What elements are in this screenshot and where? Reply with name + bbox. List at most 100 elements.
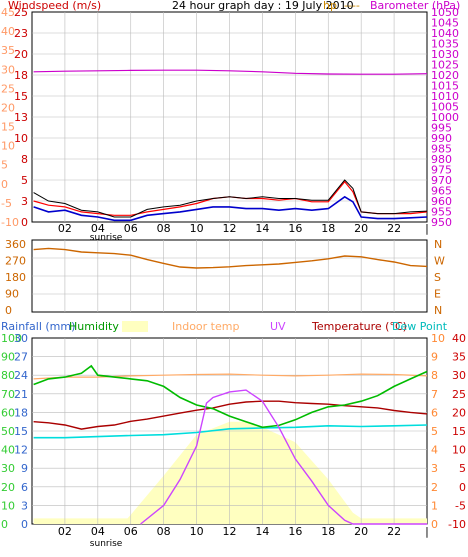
baro-tick-3: 1035 [431,38,459,51]
p1-x-tick-8: 18 [321,222,335,235]
baro-tick-9: 1005 [431,101,459,114]
p1-x-tick-2: 06 [124,222,138,235]
hum-tick-9: 10 [1,499,15,512]
series-solar-area [33,421,427,524]
p1-x-tick-1: 04 [91,222,105,235]
wind-inner-tick-4: 15 [14,90,28,103]
dir-tick-4: 0 [5,304,12,317]
uv-tick-9: 1 [431,499,438,512]
baro-tick-0: 1050 [431,6,459,19]
wind-outer-tick-11: -10 [1,216,19,229]
p3-x-tick-8: 18 [321,525,335,538]
legend-rainfall: Rainfall (mm) [1,320,75,333]
series-temperature [33,400,428,430]
dir-compass-tick-0: N [434,238,442,251]
legend-uv: UV [270,320,286,333]
hum-tick-8: 20 [1,481,15,494]
baro-tick-7: 1015 [431,80,459,93]
series-uv [140,389,427,525]
legend-barometer: Barometer (hPa) [370,0,460,12]
wind-outer-tick-7: 10 [1,140,15,153]
uv-tick-8: 2 [431,481,438,494]
temp-tick-5: 15 [452,425,466,438]
uv-tick-0: 10 [431,332,445,345]
p1-x-tick-3: 08 [157,222,171,235]
wind-outer-tick-8: 5 [1,159,8,172]
baro-tick-17: 965 [431,185,452,198]
dir-tick-1: 270 [5,255,26,268]
uv-tick-5: 5 [431,425,438,438]
wind-outer-tick-9: 0 [1,178,8,191]
legend-windspeed: Windspeed (m/s) [8,0,101,12]
temp-tick-6: 10 [452,444,466,457]
wind-inner-tick-7: 8 [21,153,28,166]
baro-tick-16: 970 [431,174,452,187]
wind-outer-tick-3: 30 [1,63,15,76]
wind-inner-tick-0: 25 [14,6,28,19]
wind-outer-tick-0: 45 [1,6,15,19]
legend-solar-swatch [122,321,148,332]
p3-x-tick-4: 10 [190,525,204,538]
wind-inner-tick-1: 23 [14,27,28,40]
p1-x-tick-9: 20 [354,222,368,235]
hum-tick-7: 30 [1,462,15,475]
baro-tick-19: 955 [431,206,452,219]
hum-tick-5: 50 [1,425,15,438]
baro-tick-5: 1025 [431,59,459,72]
wind-inner-tick-2: 20 [14,48,28,61]
dir-compass-tick-2: S [434,271,441,284]
wind-outer-tick-2: 35 [1,44,15,57]
p3-sunrise-label: sunrise [90,539,123,549]
dir-tick-2: 180 [5,271,26,284]
rain-tick-0: 30 [14,332,28,345]
rain-tick-4: 18 [14,406,28,419]
rain-tick-5: 15 [14,425,28,438]
baro-tick-13: 985 [431,143,452,156]
hum-tick-1: 90 [1,351,15,364]
wind-outer-tick-1: 40 [1,25,15,38]
p3-x-tick-2: 06 [124,525,138,538]
series-humidity [33,364,428,429]
baro-tick-4: 1030 [431,48,459,61]
wind-inner-tick-6: 10 [14,132,28,145]
legend-dew-point: Dew Point [392,320,448,333]
baro-tick-18: 960 [431,195,452,208]
wind-inner-tick-9: 3 [21,195,28,208]
legend-dots: ---- [344,0,360,12]
rain-tick-9: 3 [21,499,28,512]
baro-tick-11: 995 [431,122,452,135]
wind-inner-tick-10: 0 [21,216,28,229]
baro-tick-15: 975 [431,164,452,177]
wind-inner-tick-5: 13 [14,111,28,124]
series-wind-direction [33,247,428,269]
temp-tick-3: 25 [452,388,466,401]
p3-x-tick-10: 22 [387,525,401,538]
p1-x-tick-6: 14 [255,222,269,235]
series-barometer [33,69,428,75]
rain-tick-3: 21 [14,388,28,401]
hum-tick-6: 40 [1,444,15,457]
legend-temperature: Temperature (°C) [311,320,407,333]
uv-tick-2: 8 [431,369,438,382]
uv-tick-3: 7 [431,388,438,401]
temp-tick-9: -5 [455,499,466,512]
hum-tick-4: 60 [1,406,15,419]
hum-tick-2: 80 [1,369,15,382]
wind-outer-tick-5: 20 [1,101,15,114]
p1-x-tick-5: 12 [223,222,237,235]
p3-x-tick-0: 02 [58,525,72,538]
baro-tick-8: 1010 [431,90,459,103]
dir-compass-tick-1: W [434,255,445,268]
rain-tick-1: 27 [14,351,28,364]
baro-tick-1: 1045 [431,17,459,30]
series-indoor-temp [33,373,428,380]
wind-inner-tick-3: 18 [14,69,28,82]
rain-tick-7: 9 [21,462,28,475]
temp-tick-0: 40 [452,332,466,345]
baro-tick-14: 980 [431,153,452,166]
baro-tick-12: 990 [431,132,452,145]
p3-x-tick-1: 04 [91,525,105,538]
temp-tick-4: 20 [452,406,466,419]
legend-indoor-temp: Indoor temp [172,320,239,333]
baro-tick-20: 950 [431,216,452,229]
